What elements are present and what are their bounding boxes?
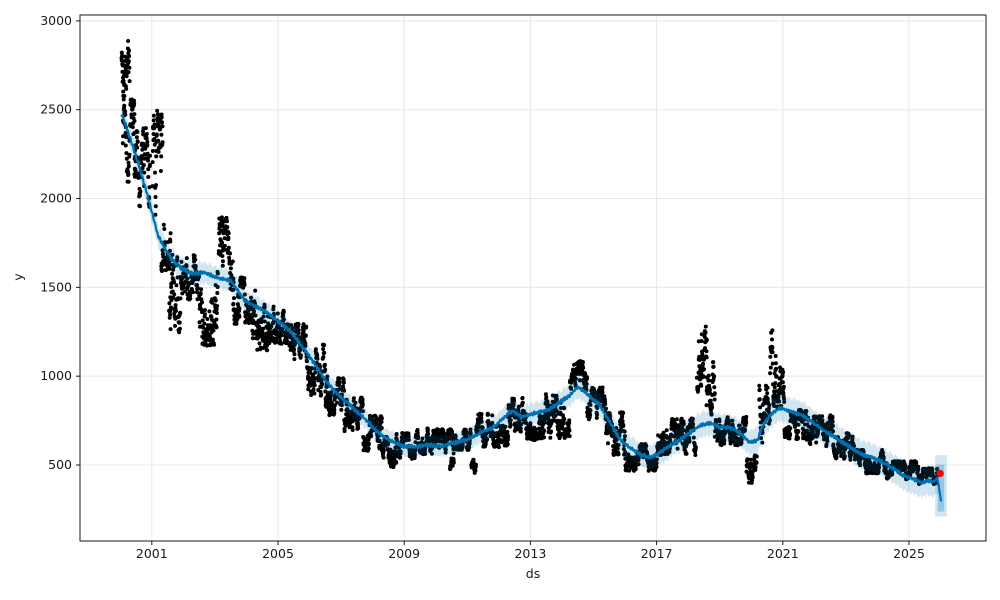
forecast-terminal-band [935, 455, 947, 517]
x-tick-label: 2001 [136, 546, 168, 561]
uncertainty-band [121, 104, 947, 517]
x-axis-label: ds [525, 566, 541, 581]
forecast-terminal-band-core [937, 464, 945, 512]
highlight-point [936, 469, 944, 478]
y-tick-label: 500 [48, 457, 72, 472]
y-tick-label: 2000 [40, 191, 72, 206]
y-tick-label: 3000 [40, 13, 72, 28]
x-tick-label: 2025 [893, 546, 925, 561]
axis-ticks: 2001 2005 2009 2013 2017 2021 2025 500 1000 1500 2… [40, 13, 925, 561]
forecast-line [120, 114, 943, 502]
y-axis-label: y [10, 273, 26, 281]
x-tick-label: 2009 [388, 546, 420, 561]
x-tick-label: 2005 [262, 546, 294, 561]
plot-border [79, 14, 987, 542]
y-tick-label: 1500 [40, 279, 72, 294]
x-tick-label: 2021 [767, 546, 799, 561]
y-tick-label: 1000 [40, 368, 72, 383]
x-tick-label: 2017 [641, 546, 673, 561]
y-tick-label: 2500 [40, 102, 72, 117]
x-tick-label: 2013 [514, 546, 546, 561]
